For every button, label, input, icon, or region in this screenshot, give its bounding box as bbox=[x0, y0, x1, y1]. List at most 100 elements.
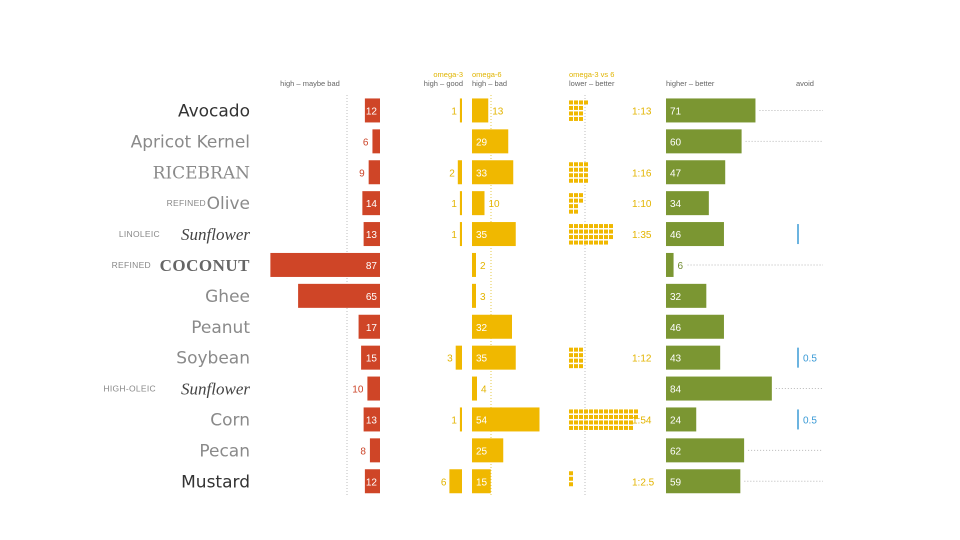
mono-value: 62 bbox=[670, 446, 682, 457]
ratio-cell bbox=[569, 105, 573, 110]
mono-bar bbox=[666, 129, 742, 154]
ratio-cell bbox=[584, 240, 588, 245]
ratio-cell bbox=[609, 409, 613, 414]
ratio-cell bbox=[624, 414, 628, 419]
ratio-cell bbox=[574, 162, 578, 167]
ratio-cell bbox=[569, 482, 573, 487]
oil-label: Mustard bbox=[181, 472, 250, 492]
ratio-cell bbox=[579, 198, 583, 203]
avoid-value: 0.5 bbox=[803, 354, 817, 365]
ratio-cell bbox=[574, 173, 578, 178]
ratio-cell bbox=[579, 100, 583, 105]
saturated-value: 17 bbox=[366, 323, 378, 334]
mono-value: 60 bbox=[670, 137, 682, 148]
ratio-cell bbox=[569, 204, 573, 209]
omega6-bar bbox=[472, 438, 504, 463]
oil-prefix: REFINED bbox=[112, 260, 151, 270]
ratio-cell bbox=[569, 240, 573, 245]
ratio-cell bbox=[579, 353, 583, 358]
saturated-value: 6 bbox=[363, 137, 369, 148]
ratio-cell bbox=[574, 105, 578, 110]
ratio-cell bbox=[579, 425, 583, 430]
ratio-cell bbox=[579, 111, 583, 116]
mono-value: 84 bbox=[670, 385, 682, 396]
ratio-cell bbox=[624, 425, 628, 430]
ratio-cell bbox=[579, 224, 583, 229]
saturated-value: 15 bbox=[366, 354, 378, 365]
chart-row: Sunflower HIGH-OLEIC 10 4 84 bbox=[103, 376, 823, 401]
ratio-cell bbox=[579, 240, 583, 245]
ratio-cell bbox=[594, 235, 598, 240]
ratio-cell bbox=[604, 420, 608, 425]
ratio-cell bbox=[569, 167, 573, 172]
mono-bar bbox=[666, 314, 724, 339]
mono-value: 46 bbox=[670, 230, 682, 241]
ratio-cell bbox=[574, 353, 578, 358]
oil-label: Corn bbox=[210, 410, 250, 430]
mono-value: 24 bbox=[670, 415, 682, 426]
ratio-cell bbox=[574, 240, 578, 245]
omega6-value: 2 bbox=[480, 261, 486, 272]
omega6-bar bbox=[472, 98, 489, 123]
oil-label: Olive bbox=[207, 194, 250, 214]
ratio-label: 1:35 bbox=[632, 230, 652, 241]
mono-value: 71 bbox=[670, 106, 682, 117]
saturated-bar bbox=[298, 283, 380, 308]
ratio-cell bbox=[589, 224, 593, 229]
omega6-bar bbox=[472, 222, 516, 247]
ratio-cell bbox=[574, 425, 578, 430]
ratio-cell bbox=[609, 414, 613, 419]
saturated-value: 12 bbox=[366, 477, 378, 488]
ratio-cell bbox=[584, 409, 588, 414]
ratio-cell bbox=[574, 347, 578, 352]
omega6-value: 35 bbox=[476, 230, 488, 241]
ratio-cell bbox=[594, 240, 598, 245]
ratio-cell bbox=[574, 116, 578, 121]
omega6-value: 13 bbox=[492, 106, 504, 117]
chart-row: Sunflower LINOLEIC 13 1 35 1:35 46 bbox=[119, 222, 799, 247]
ratio-cell bbox=[569, 420, 573, 425]
ratio-cell bbox=[569, 173, 573, 178]
mono-value: 34 bbox=[670, 199, 682, 210]
omega6-bar bbox=[472, 345, 516, 370]
header-saturated: high – maybe bad bbox=[280, 79, 340, 88]
chart-row: Avocado 12 1 13 1:13 71 bbox=[178, 98, 823, 123]
ratio-cell bbox=[584, 425, 588, 430]
mono-value: 32 bbox=[670, 292, 682, 303]
ratio-cell bbox=[584, 224, 588, 229]
mono-value: 43 bbox=[670, 354, 682, 365]
oil-label: Pecan bbox=[199, 441, 250, 461]
avoid-value: 0.5 bbox=[803, 415, 817, 426]
ratio-cell bbox=[569, 111, 573, 116]
ratio-label: 1:2.5 bbox=[632, 477, 655, 488]
oil-prefix: REFINED bbox=[167, 198, 206, 208]
ratio-cell bbox=[619, 420, 623, 425]
ratio-cell bbox=[569, 347, 573, 352]
mono-bar bbox=[666, 252, 674, 277]
saturated-value: 87 bbox=[366, 261, 378, 272]
mono-value: 6 bbox=[678, 261, 684, 272]
header-omega6: high – bad bbox=[472, 79, 507, 88]
ratio-cell bbox=[569, 198, 573, 203]
omega6-value: 54 bbox=[476, 415, 488, 426]
omega3-value: 3 bbox=[447, 354, 453, 365]
ratio-cell bbox=[619, 414, 623, 419]
column-headers: high – maybe bad omega-3 high – good ome… bbox=[280, 70, 814, 88]
saturated-value: 10 bbox=[352, 385, 364, 396]
oil-label: Peanut bbox=[191, 318, 250, 338]
omega3-value: 6 bbox=[441, 477, 447, 488]
saturated-bar bbox=[363, 407, 380, 432]
saturated-value: 13 bbox=[366, 230, 378, 241]
ratio-cell bbox=[574, 193, 578, 198]
ratio-cell bbox=[569, 209, 573, 214]
chart-row: Ghee 65 3 32 bbox=[205, 283, 707, 308]
oil-prefix: LINOLEIC bbox=[119, 229, 160, 239]
ratio-cell bbox=[569, 476, 573, 481]
ratio-cell bbox=[599, 420, 603, 425]
ratio-cell bbox=[584, 178, 588, 183]
omega6-bar bbox=[472, 376, 477, 401]
mono-bar bbox=[666, 222, 724, 247]
omega3-value: 1 bbox=[451, 199, 457, 210]
omega6-bar bbox=[472, 160, 514, 185]
mono-bar bbox=[666, 191, 709, 216]
